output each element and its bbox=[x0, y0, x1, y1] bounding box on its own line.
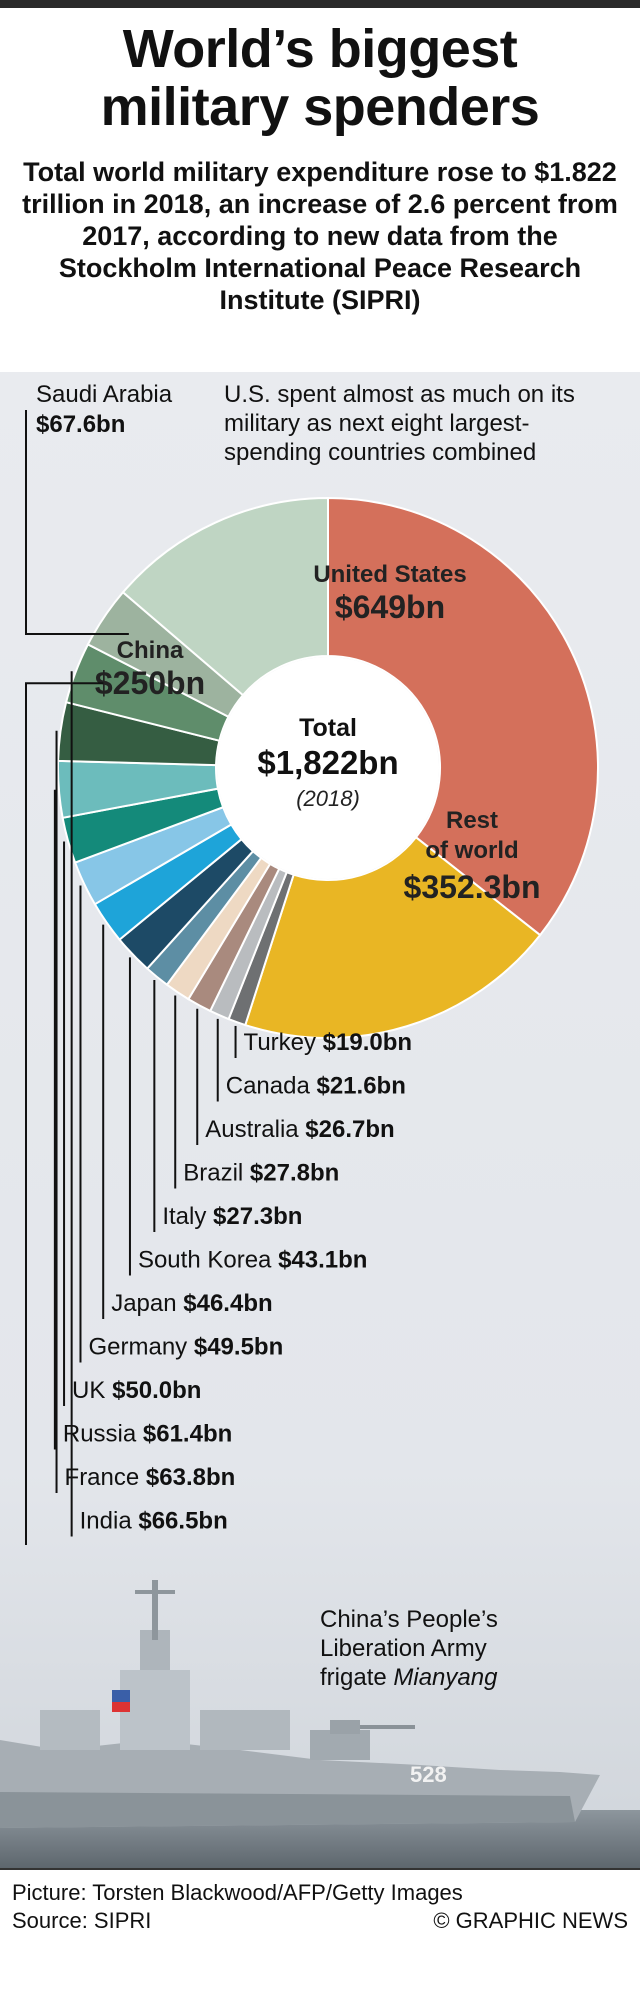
center-total-label: Total bbox=[299, 714, 357, 742]
center-year: (2018) bbox=[296, 786, 360, 811]
slice-china bbox=[121, 496, 329, 697]
label-united-states-value: $649bn bbox=[335, 589, 445, 625]
label-canada-value: $21.6bn bbox=[316, 1073, 405, 1100]
label-brazil-name: Brazil bbox=[183, 1160, 250, 1187]
label-india-value: $66.5bn bbox=[138, 1508, 227, 1535]
label-china-value: $250bn bbox=[95, 665, 205, 701]
label-brazil: Brazil $27.8bn bbox=[183, 1160, 339, 1187]
leader-india-long bbox=[25, 682, 104, 1545]
label-india-name: India bbox=[80, 1508, 139, 1535]
label-france: France $63.8bn bbox=[65, 1464, 236, 1491]
label-australia-name: Australia bbox=[205, 1116, 305, 1143]
label-canada: Canada $21.6bn bbox=[226, 1073, 406, 1100]
caption-ship-name: Mianyang bbox=[393, 1664, 498, 1691]
label-turkey-value: $19.0bn bbox=[323, 1029, 412, 1056]
page-title: World’s biggest military spenders bbox=[0, 20, 640, 136]
donut-hole bbox=[217, 657, 439, 879]
label-india: India $66.5bn bbox=[80, 1508, 228, 1535]
footer: Picture: Torsten Blackwood/AFP/Getty Ima… bbox=[0, 1868, 640, 2016]
subtitle: Total world military expenditure rose to… bbox=[22, 157, 618, 315]
caption-line-1: China’s People’s bbox=[320, 1606, 498, 1633]
slice-united-states bbox=[327, 496, 599, 937]
us-annotation: U.S. spent almost as much on its militar… bbox=[224, 381, 575, 466]
label-russia-value: $61.4bn bbox=[143, 1421, 232, 1448]
label-china-name: China bbox=[117, 637, 184, 664]
label-canada-name: Canada bbox=[226, 1073, 317, 1100]
slice-rest-of-world bbox=[244, 835, 542, 1039]
caption-line-3: frigate Mianyang bbox=[320, 1663, 620, 1692]
label-france-value: $63.8bn bbox=[146, 1464, 235, 1491]
label-japan-name: Japan bbox=[111, 1290, 183, 1317]
label-australia: Australia $26.7bn bbox=[205, 1116, 394, 1143]
photo-caption: China’s People’s Liberation Army frigate… bbox=[320, 1605, 620, 1692]
label-australia-value: $26.7bn bbox=[305, 1116, 394, 1143]
label-germany-value: $49.5bn bbox=[194, 1334, 283, 1361]
caption-line-2: Liberation Army bbox=[320, 1635, 487, 1662]
label-japan-value: $46.4bn bbox=[183, 1290, 272, 1317]
donut-chart: Total$1,822bn (2018) United States$649bn Ch… bbox=[25, 410, 599, 1545]
source-credit: Source: SIPRI bbox=[12, 1908, 152, 1933]
label-turkey: Turkey $19.0bn bbox=[244, 1029, 413, 1056]
label-south-korea: South Korea $43.1bn bbox=[138, 1247, 367, 1274]
brand-credit: © GRAPHIC NEWS bbox=[433, 1908, 628, 1933]
hull-number: 528 bbox=[410, 1762, 447, 1787]
label-germany: Germany $49.5bn bbox=[88, 1334, 283, 1361]
label-uk-value: $50.0bn bbox=[112, 1377, 201, 1404]
label-rest-of-world-line1: Rest bbox=[446, 807, 498, 834]
label-brazil-value: $27.8bn bbox=[250, 1160, 339, 1187]
frigate-photo: 528 bbox=[0, 1580, 640, 1870]
label-uk: UK $50.0bn bbox=[72, 1377, 201, 1404]
saudi-arabia-value: $67.6bn bbox=[36, 411, 126, 438]
leader-saudi-arabia bbox=[25, 410, 129, 636]
label-united-states-name: United States bbox=[313, 561, 466, 588]
label-italy-name: Italy bbox=[162, 1203, 213, 1230]
top-rule bbox=[0, 0, 640, 8]
title-line-2: military spenders bbox=[100, 77, 540, 137]
label-rest-of-world-line2: of world bbox=[425, 837, 518, 864]
label-japan: Japan $46.4bn bbox=[111, 1290, 272, 1317]
label-rest-of-world-value: $352.3bn bbox=[404, 869, 541, 905]
label-france-name: France bbox=[65, 1464, 146, 1491]
label-russia: Russia $61.4bn bbox=[63, 1421, 232, 1448]
footer-rule bbox=[0, 1868, 640, 1870]
label-turkey-name: Turkey bbox=[244, 1029, 323, 1056]
center-total-value: $1,822bn bbox=[257, 744, 398, 781]
label-south-korea-name: South Korea bbox=[138, 1247, 278, 1274]
label-south-korea-value: $43.1bn bbox=[278, 1247, 367, 1274]
picture-credit: Picture: Torsten Blackwood/AFP/Getty Ima… bbox=[12, 1880, 463, 1905]
label-italy-value: $27.3bn bbox=[213, 1203, 302, 1230]
saudi-arabia-name: Saudi Arabia bbox=[36, 381, 173, 408]
label-italy: Italy $27.3bn bbox=[162, 1203, 302, 1230]
caption-prefix: frigate bbox=[320, 1664, 394, 1691]
label-uk-name: UK bbox=[72, 1377, 112, 1404]
title-line-1: World’s biggest bbox=[122, 19, 518, 79]
label-russia-name: Russia bbox=[63, 1421, 143, 1448]
label-germany-name: Germany bbox=[88, 1334, 193, 1361]
saudi-arabia-label: Saudi Arabia $67.6bn bbox=[36, 380, 172, 440]
